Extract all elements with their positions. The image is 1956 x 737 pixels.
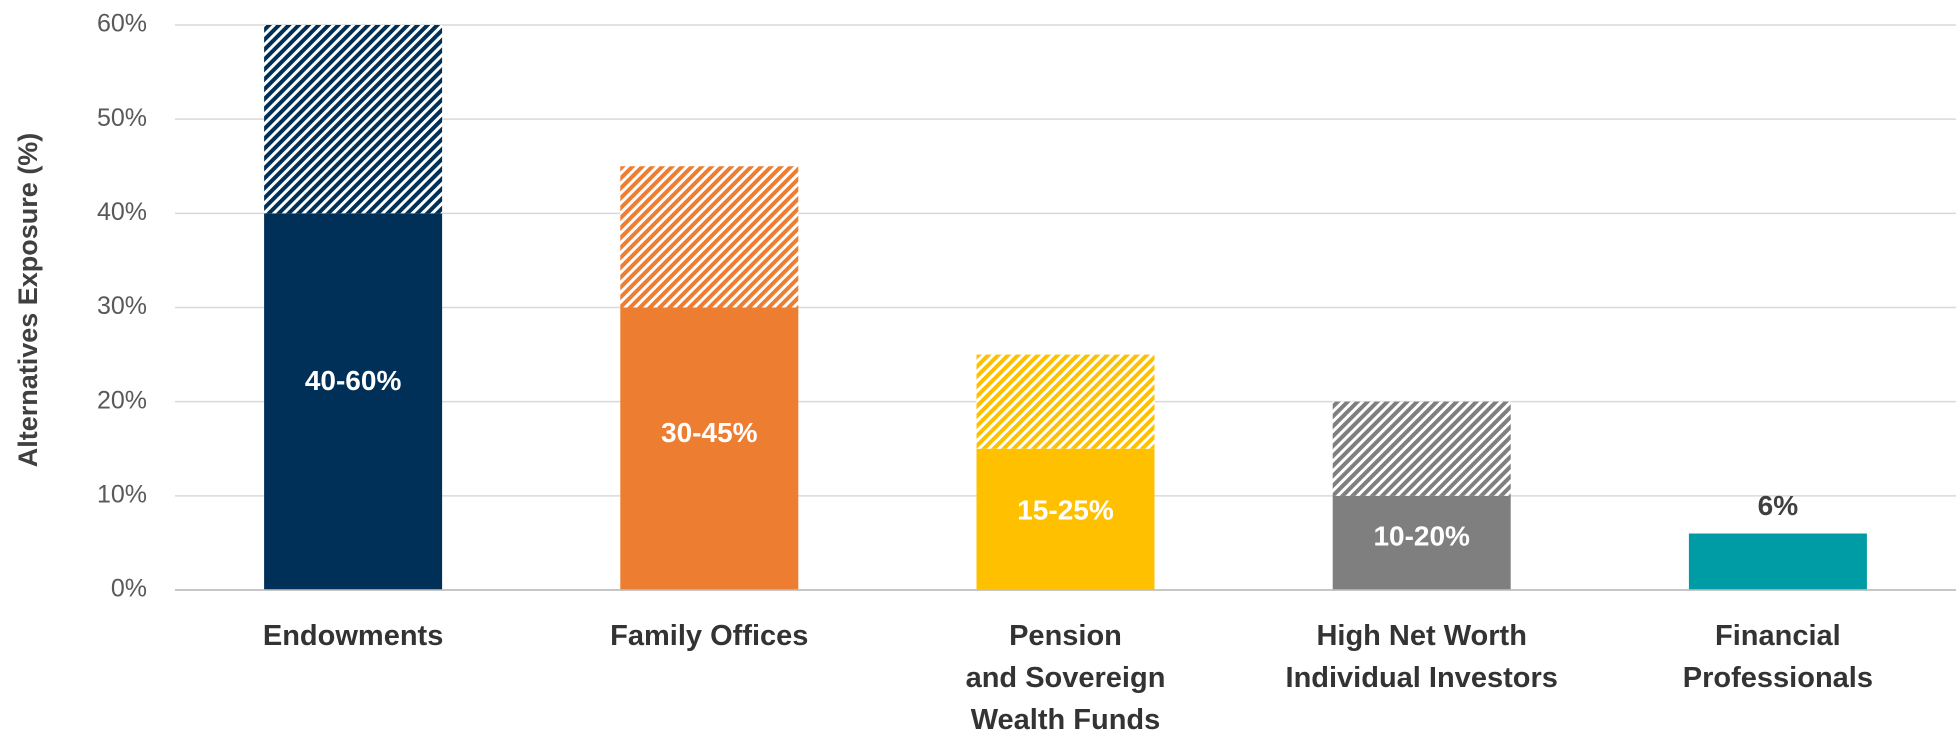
bar-segment [264, 213, 443, 591]
x-tick-label: High Net Worth Individual Investors [1285, 620, 1558, 694]
y-tick-label: 50% [97, 104, 147, 132]
x-tick-label: Endowments [262, 620, 444, 652]
bar-segment [1332, 495, 1511, 590]
bar-segment [976, 448, 1155, 590]
data-label: 15-25% [1017, 495, 1114, 526]
y-tick-label: 60% [97, 10, 147, 38]
data-label: 40-60% [305, 365, 402, 396]
x-tick-label: Family Offices [610, 620, 809, 652]
data-label: 10-20% [1373, 521, 1470, 552]
y-tick-label: 30% [97, 292, 147, 320]
bar-segment [1688, 533, 1867, 590]
y-axis-label: Alternatives Exposure (%) [13, 133, 43, 468]
x-tick-label: Pension and Sovereign Wealth Funds [965, 620, 1166, 736]
bar-segment [976, 354, 1155, 449]
bar-segment [620, 307, 799, 590]
data-label: 30-45% [661, 417, 758, 448]
y-tick-label: 10% [97, 480, 147, 508]
bar-segment [620, 166, 799, 308]
bar-segment [1332, 401, 1511, 496]
bar-segment [264, 25, 443, 214]
data-label: 6% [1758, 490, 1799, 521]
y-tick-label: 0% [111, 575, 147, 603]
y-tick-label: 40% [97, 198, 147, 226]
y-tick-label: 20% [97, 386, 147, 414]
x-tick-label: Financial Professionals [1682, 620, 1873, 694]
